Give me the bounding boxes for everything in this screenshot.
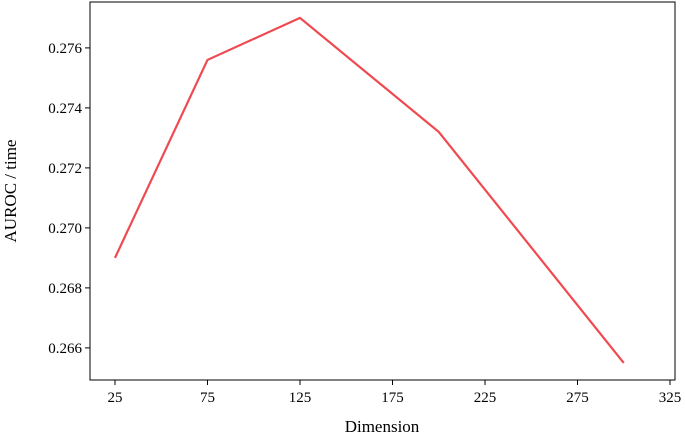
x-tick-label: 25 [107,390,122,406]
x-tick-label: 225 [474,390,497,406]
x-tick-label: 325 [659,390,682,406]
y-tick-label: 0.270 [48,221,82,237]
data-line [113,16,625,364]
y-tick-label: 0.274 [48,101,82,117]
y-tick-label: 0.272 [48,161,82,177]
y-axis-label: AUROC / time [1,140,20,243]
x-axis-label: Dimension [345,417,420,436]
x-tick-label: 175 [381,390,404,406]
x-tick-label: 125 [289,390,312,406]
x-tick-label: 75 [200,390,215,406]
plot-frame [89,1,676,381]
y-tick-label: 0.268 [48,281,82,297]
y-tick-label: 0.276 [48,41,82,57]
y-tick-label: 0.266 [48,341,82,357]
x-tick-label: 275 [566,390,589,406]
